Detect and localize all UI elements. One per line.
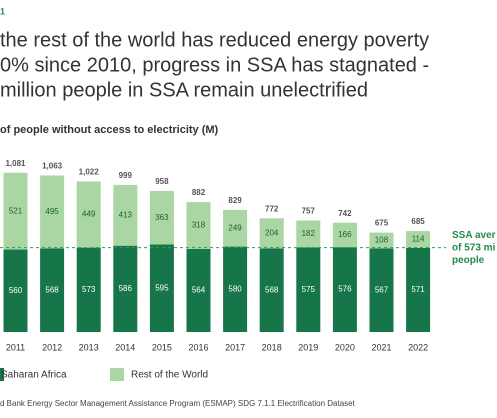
bar-segment bbox=[296, 220, 321, 248]
value-label: 568 bbox=[265, 285, 279, 294]
total-label: 882 bbox=[192, 188, 206, 197]
value-label: 166 bbox=[338, 230, 352, 239]
value-label: 575 bbox=[302, 285, 316, 294]
value-label: 318 bbox=[192, 221, 206, 230]
bar-segment bbox=[76, 181, 101, 248]
legend-swatch bbox=[110, 368, 124, 381]
bar-segment bbox=[369, 248, 394, 332]
value-label: 495 bbox=[45, 207, 59, 216]
bar-segment bbox=[332, 247, 357, 332]
bar-segment bbox=[223, 209, 248, 247]
bar-segment bbox=[406, 247, 431, 332]
total-label: 1,063 bbox=[42, 162, 63, 171]
legend-label: Rest of the World bbox=[131, 370, 208, 381]
bar-segment bbox=[149, 244, 174, 332]
x-tick-label: 2011 bbox=[6, 342, 25, 352]
bar-segment bbox=[332, 222, 357, 248]
value-label: 182 bbox=[302, 229, 316, 238]
total-label: 742 bbox=[338, 209, 352, 218]
value-label: 560 bbox=[9, 286, 23, 295]
x-tick-label: 2014 bbox=[115, 342, 135, 352]
bar-segment bbox=[259, 248, 284, 332]
value-label: 249 bbox=[228, 223, 242, 232]
chart-subtitle: of people without access to electricity … bbox=[0, 124, 219, 136]
total-label: 772 bbox=[265, 204, 279, 213]
total-label: 1,022 bbox=[79, 168, 100, 177]
bar-segment bbox=[3, 172, 28, 250]
total-label: 829 bbox=[228, 196, 242, 205]
x-tick-label: 2017 bbox=[225, 342, 245, 352]
title-line: million people in SSA remain unelectrifi… bbox=[0, 79, 368, 101]
kicker: 1 bbox=[0, 6, 5, 16]
value-label: 413 bbox=[119, 210, 133, 219]
total-label: 675 bbox=[375, 219, 389, 228]
bar-segment bbox=[149, 190, 174, 245]
total-label: 958 bbox=[155, 177, 169, 186]
value-label: 204 bbox=[265, 228, 279, 237]
x-tick-label: 2015 bbox=[152, 342, 172, 352]
legend-swatch bbox=[0, 368, 4, 381]
x-tick-label: 2022 bbox=[408, 342, 428, 352]
annotation: SSA aver bbox=[452, 230, 496, 241]
bar-segment bbox=[406, 231, 431, 248]
bar-segment bbox=[186, 202, 211, 249]
value-label: 114 bbox=[412, 235, 425, 244]
bar-segment bbox=[40, 175, 65, 249]
legend-label: Saharan Africa bbox=[1, 370, 67, 381]
value-label: 573 bbox=[82, 285, 96, 294]
annotation: people bbox=[452, 255, 485, 266]
value-label: 567 bbox=[375, 285, 389, 294]
annotation: of 573 mi bbox=[452, 242, 496, 253]
total-label: 999 bbox=[119, 171, 133, 180]
value-label: 571 bbox=[411, 285, 425, 294]
value-label: 595 bbox=[155, 283, 169, 292]
x-tick-label: 2013 bbox=[79, 342, 99, 352]
value-label: 580 bbox=[228, 284, 242, 293]
value-label: 576 bbox=[338, 285, 352, 294]
value-label: 586 bbox=[119, 284, 133, 293]
bar-segment bbox=[369, 232, 394, 249]
value-label: 108 bbox=[375, 236, 389, 245]
bar-segment bbox=[76, 247, 101, 332]
bar-segment bbox=[3, 249, 28, 332]
bar-segment bbox=[259, 218, 284, 249]
bar-segment bbox=[113, 245, 138, 332]
x-tick-label: 2016 bbox=[188, 342, 208, 352]
bar-segment bbox=[40, 248, 65, 332]
x-tick-label: 2018 bbox=[262, 342, 282, 352]
bar-segment bbox=[186, 248, 211, 332]
x-tick-label: 2020 bbox=[335, 342, 355, 352]
value-label: 521 bbox=[9, 206, 23, 215]
total-label: 757 bbox=[302, 207, 316, 216]
source: d Bank Energy Sector Management Assistan… bbox=[0, 399, 356, 408]
value-label: 363 bbox=[155, 213, 169, 222]
title-line: 0% since 2010, progress in SSA has stagn… bbox=[0, 54, 429, 76]
total-label: 1,081 bbox=[5, 159, 26, 168]
bar-segment bbox=[296, 247, 321, 332]
x-tick-label: 2021 bbox=[371, 342, 391, 352]
value-label: 564 bbox=[192, 286, 206, 295]
value-label: 568 bbox=[45, 285, 59, 294]
x-tick-label: 2019 bbox=[298, 342, 318, 352]
value-label: 449 bbox=[82, 210, 96, 219]
bar-segment bbox=[223, 246, 248, 332]
bar-segment bbox=[113, 184, 138, 246]
total-label: 685 bbox=[411, 217, 425, 226]
title-line: the rest of the world has reduced energy… bbox=[0, 29, 429, 51]
x-tick-label: 2012 bbox=[42, 342, 62, 352]
